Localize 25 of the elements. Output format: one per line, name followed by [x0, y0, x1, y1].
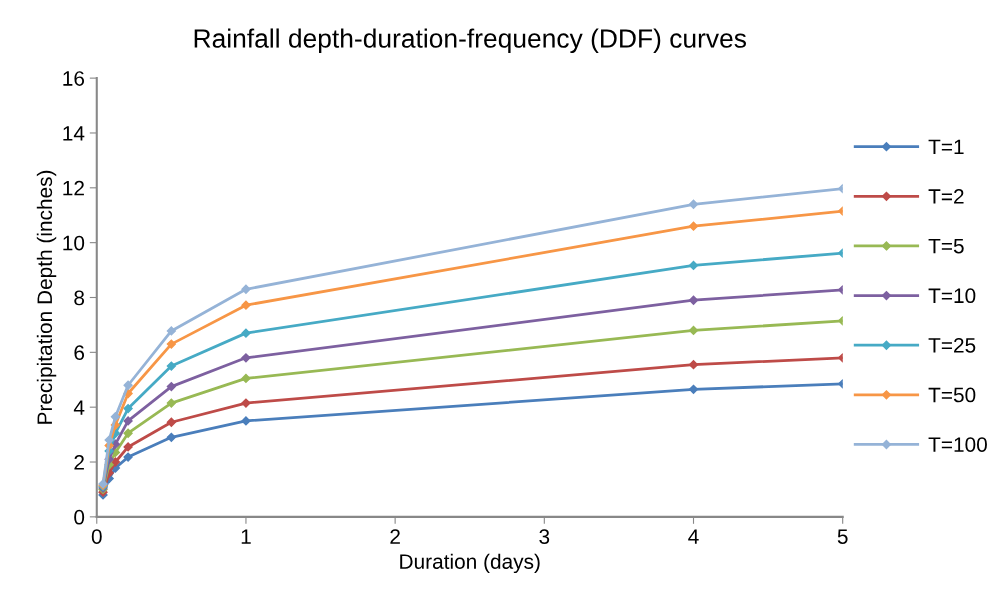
y-tick-label: 14: [63, 126, 85, 141]
x-tick-label: 0: [91, 529, 102, 544]
x-tick-label: 3: [539, 529, 550, 544]
legend-label: T=10: [928, 288, 976, 304]
y-tick-label: 2: [74, 455, 84, 470]
legend-label: T=100: [928, 437, 987, 452]
y-tick-label: 0: [74, 509, 85, 525]
chart-title: Rainfall depth-duration-frequency (DDF) curves: [194, 28, 746, 54]
y-tick-label: 4: [73, 400, 85, 415]
y-tick-label: 10: [63, 235, 85, 251]
x-tick-label: 5: [837, 529, 848, 544]
legend-label: T=50: [928, 387, 976, 403]
legend-label: T=5: [928, 238, 964, 254]
x-tick-label: 2: [390, 529, 400, 544]
y-tick-label: 6: [74, 345, 85, 361]
x-axis-title: Duration (days): [400, 553, 540, 574]
legend-label: T=1: [928, 139, 964, 154]
y-tick-label: 8: [74, 290, 85, 306]
legend-label: T=25: [928, 337, 976, 353]
legend-label: T=2: [928, 189, 964, 204]
y-tick-label: 12: [63, 180, 84, 196]
y-tick-label: 16: [63, 71, 85, 86]
y-axis-title: Precipitation Depth (inches): [36, 170, 57, 424]
x-tick-label: 1: [241, 529, 251, 544]
x-tick-label: 4: [688, 529, 699, 544]
